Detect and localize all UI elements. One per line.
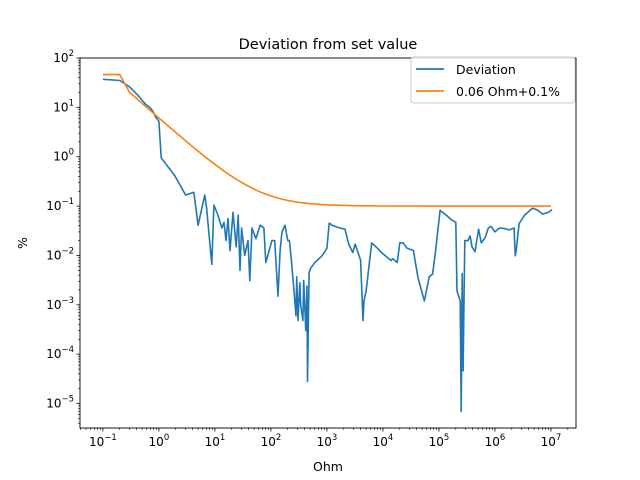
x-tick-label: 101 xyxy=(205,433,226,449)
y-tick-label: 102 xyxy=(53,49,74,65)
chart-title: Deviation from set value xyxy=(239,37,418,53)
axes-frame xyxy=(79,57,577,429)
y-tick-label: 10−1 xyxy=(46,197,74,213)
y-tick-label: 10−2 xyxy=(46,246,74,262)
x-tick-label: 105 xyxy=(429,433,450,449)
y-tick-label: 100 xyxy=(53,148,74,164)
x-tick-label: 102 xyxy=(261,433,282,449)
legend-label-limit: 0.06 Ohm+0.1% xyxy=(456,84,560,99)
legend: Deviation 0.06 Ohm+0.1% xyxy=(410,56,576,104)
y-tick-label: 101 xyxy=(53,98,74,114)
series-line-0 xyxy=(102,78,553,413)
y-axis-label: % xyxy=(15,237,30,249)
plot-area xyxy=(102,73,553,413)
y-tick-label: 10−5 xyxy=(46,395,74,411)
legend-box xyxy=(410,56,576,104)
y-tick-label: 10−3 xyxy=(46,296,74,312)
x-tick-label: 107 xyxy=(541,433,562,449)
x-tick-label: 103 xyxy=(317,433,338,449)
x-tick-label: 100 xyxy=(149,433,170,449)
x-tick-label: 10−1 xyxy=(89,433,117,449)
y-tick-label: 10−4 xyxy=(46,345,74,361)
x-tick-label: 106 xyxy=(485,433,506,449)
x-tick-label: 104 xyxy=(373,433,394,449)
legend-label-deviation: Deviation xyxy=(456,62,516,77)
series-line-1 xyxy=(102,73,551,207)
x-axis-label: Ohm xyxy=(313,459,343,474)
